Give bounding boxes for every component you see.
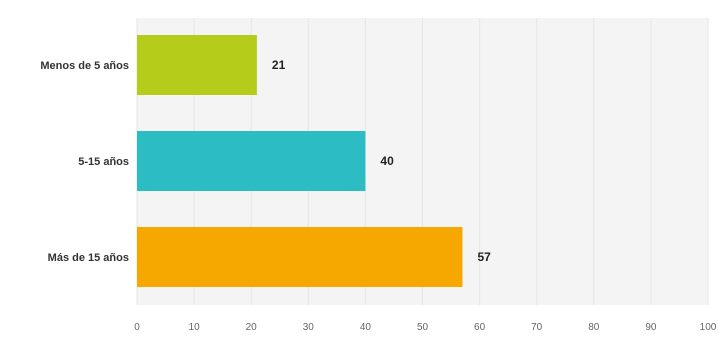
x-tick-label: 10 <box>189 322 201 333</box>
x-tick-label: 90 <box>645 322 657 333</box>
x-tick-label: 40 <box>360 322 372 333</box>
x-tick-label: 80 <box>588 322 600 333</box>
bars <box>137 35 463 287</box>
category-labels: Menos de 5 años 5-15 años Más de 15 años <box>40 60 129 264</box>
data-label: 21 <box>272 58 286 72</box>
bar <box>137 131 366 191</box>
x-axis-ticks: 0 10 20 30 40 50 60 70 80 90 100 <box>134 322 717 333</box>
x-tick-label: 100 <box>700 322 717 333</box>
data-label: 57 <box>477 250 491 264</box>
x-tick-label: 70 <box>531 322 543 333</box>
x-tick-label: 50 <box>417 322 429 333</box>
category-label: Más de 15 años <box>48 252 129 264</box>
value-labels: 21 40 57 <box>272 58 491 264</box>
bar <box>137 227 463 287</box>
data-label: 40 <box>380 154 394 168</box>
x-tick-label: 0 <box>134 322 140 333</box>
x-tick-label: 60 <box>474 322 486 333</box>
category-label: Menos de 5 años <box>40 60 129 72</box>
category-label: 5-15 años <box>78 156 129 168</box>
x-tick-label: 30 <box>303 322 315 333</box>
x-tick-label: 20 <box>246 322 258 333</box>
bar <box>137 35 257 95</box>
